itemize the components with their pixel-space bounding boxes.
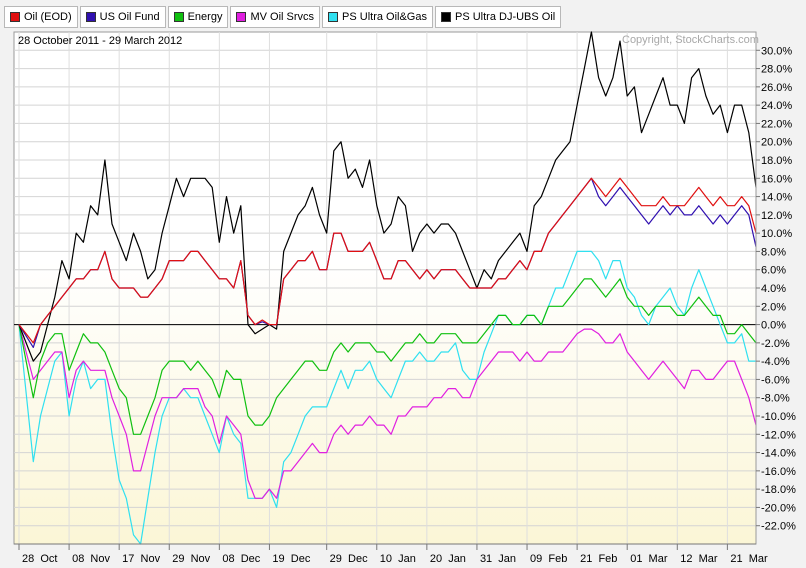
y-tick-label: 24.0% <box>761 100 792 112</box>
y-tick-label: -10.0% <box>761 411 796 423</box>
y-tick-label: 14.0% <box>761 192 792 204</box>
y-tick-label: 20.0% <box>761 137 792 149</box>
x-tick-label: 21 Feb <box>580 553 617 565</box>
series-line-oil-eod- <box>18 177 757 344</box>
y-tick-label: 2.0% <box>761 301 786 313</box>
legend-item[interactable]: Oil (EOD) <box>4 6 78 28</box>
x-tick-label: 29 Nov <box>172 553 210 565</box>
x-tick-label: 17 Nov <box>122 553 160 565</box>
series-line-ps-ultra-dj-ubs-oil <box>18 31 757 362</box>
x-tick-label: 08 Nov <box>72 553 110 565</box>
y-tick-label: 12.0% <box>761 210 792 222</box>
legend-label: PS Ultra DJ-UBS Oil <box>454 11 556 23</box>
y-tick-label: -12.0% <box>761 429 796 441</box>
y-tick-label: 4.0% <box>761 283 786 295</box>
legend-item[interactable]: MV Oil Srvcs <box>230 6 321 28</box>
y-tick-label: 16.0% <box>761 173 792 185</box>
x-tick-label: 12 Mar <box>680 553 718 565</box>
y-tick-label: 10.0% <box>761 228 792 240</box>
x-tick-label: 29 Dec <box>330 553 368 565</box>
x-tick-label: 09 Feb <box>530 553 567 565</box>
series-line-mv-oil-srvcs <box>18 324 757 499</box>
series-layer <box>18 31 757 545</box>
y-tick-label: -4.0% <box>761 356 790 368</box>
y-tick-label: -8.0% <box>761 393 790 405</box>
legend: Oil (EOD) US Oil Fund Energy MV Oil Srvcs PS… <box>4 6 562 28</box>
y-tick-label: -14.0% <box>761 448 796 460</box>
y-tick-label: -6.0% <box>761 374 790 386</box>
legend-swatch <box>173 12 184 22</box>
y-tick-label: -16.0% <box>761 466 796 478</box>
legend-label: MV Oil Srvcs <box>250 11 315 23</box>
legend-item[interactable]: US Oil Fund <box>79 6 166 28</box>
legend-swatch <box>328 12 339 22</box>
y-tick-label: 0.0% <box>761 320 786 332</box>
y-tick-label: 18.0% <box>761 155 792 167</box>
y-tick-label: 28.0% <box>761 64 792 76</box>
x-tick-label: 21 Mar <box>730 553 768 565</box>
legend-swatch <box>10 12 20 22</box>
y-tick-label: 30.0% <box>761 45 792 57</box>
y-tick-label: 8.0% <box>761 246 786 258</box>
legend-label: Energy <box>187 11 223 23</box>
x-tick-label: 10 Jan <box>380 553 416 565</box>
legend-swatch <box>85 12 96 22</box>
y-tick-label: 22.0% <box>761 118 792 130</box>
x-tick-label: 19 Dec <box>272 553 310 565</box>
x-tick-label: 20 Jan <box>430 553 466 565</box>
copyright-text: Copyright, StockCharts.com <box>622 34 759 46</box>
y-tick-label: 6.0% <box>761 265 786 277</box>
chart-subtitle: 28 October 2011 - 29 March 2012 <box>18 35 182 47</box>
x-tick-label: 31 Jan <box>480 553 516 565</box>
legend-label: US Oil Fund <box>99 11 160 23</box>
x-tick-label: 28 Oct <box>22 553 57 565</box>
grid <box>14 32 756 544</box>
series-line-ps-ultra-oil-gas <box>18 250 756 545</box>
x-tick-label: 08 Dec <box>222 553 260 565</box>
y-tick-label: -18.0% <box>761 484 796 496</box>
x-tick-label: 01 Mar <box>630 553 668 565</box>
y-tick-label: 26.0% <box>761 82 792 94</box>
y-tick-label: -20.0% <box>761 502 796 514</box>
legend-label: Oil (EOD) <box>24 11 72 23</box>
x-axis: 28 Oct 08 Nov 17 Nov 29 Nov 08 Dec 19 Dec 29 D… <box>14 543 768 565</box>
series-line-energy <box>18 278 757 435</box>
legend-item[interactable]: PS Ultra DJ-UBS Oil <box>434 6 562 28</box>
legend-label: PS Ultra Oil&Gas <box>342 11 427 23</box>
legend-swatch <box>440 12 451 22</box>
y-tick-label: -2.0% <box>761 338 790 350</box>
legend-swatch <box>236 12 247 22</box>
legend-item[interactable]: Energy <box>167 6 229 28</box>
legend-item[interactable]: PS Ultra Oil&Gas <box>322 6 433 28</box>
y-axis: 30.0% 28.0% 26.0% 24.0% 22.0% 20.0% 18.0% 16.0%… <box>755 32 796 544</box>
y-tick-label: -22.0% <box>761 521 796 533</box>
